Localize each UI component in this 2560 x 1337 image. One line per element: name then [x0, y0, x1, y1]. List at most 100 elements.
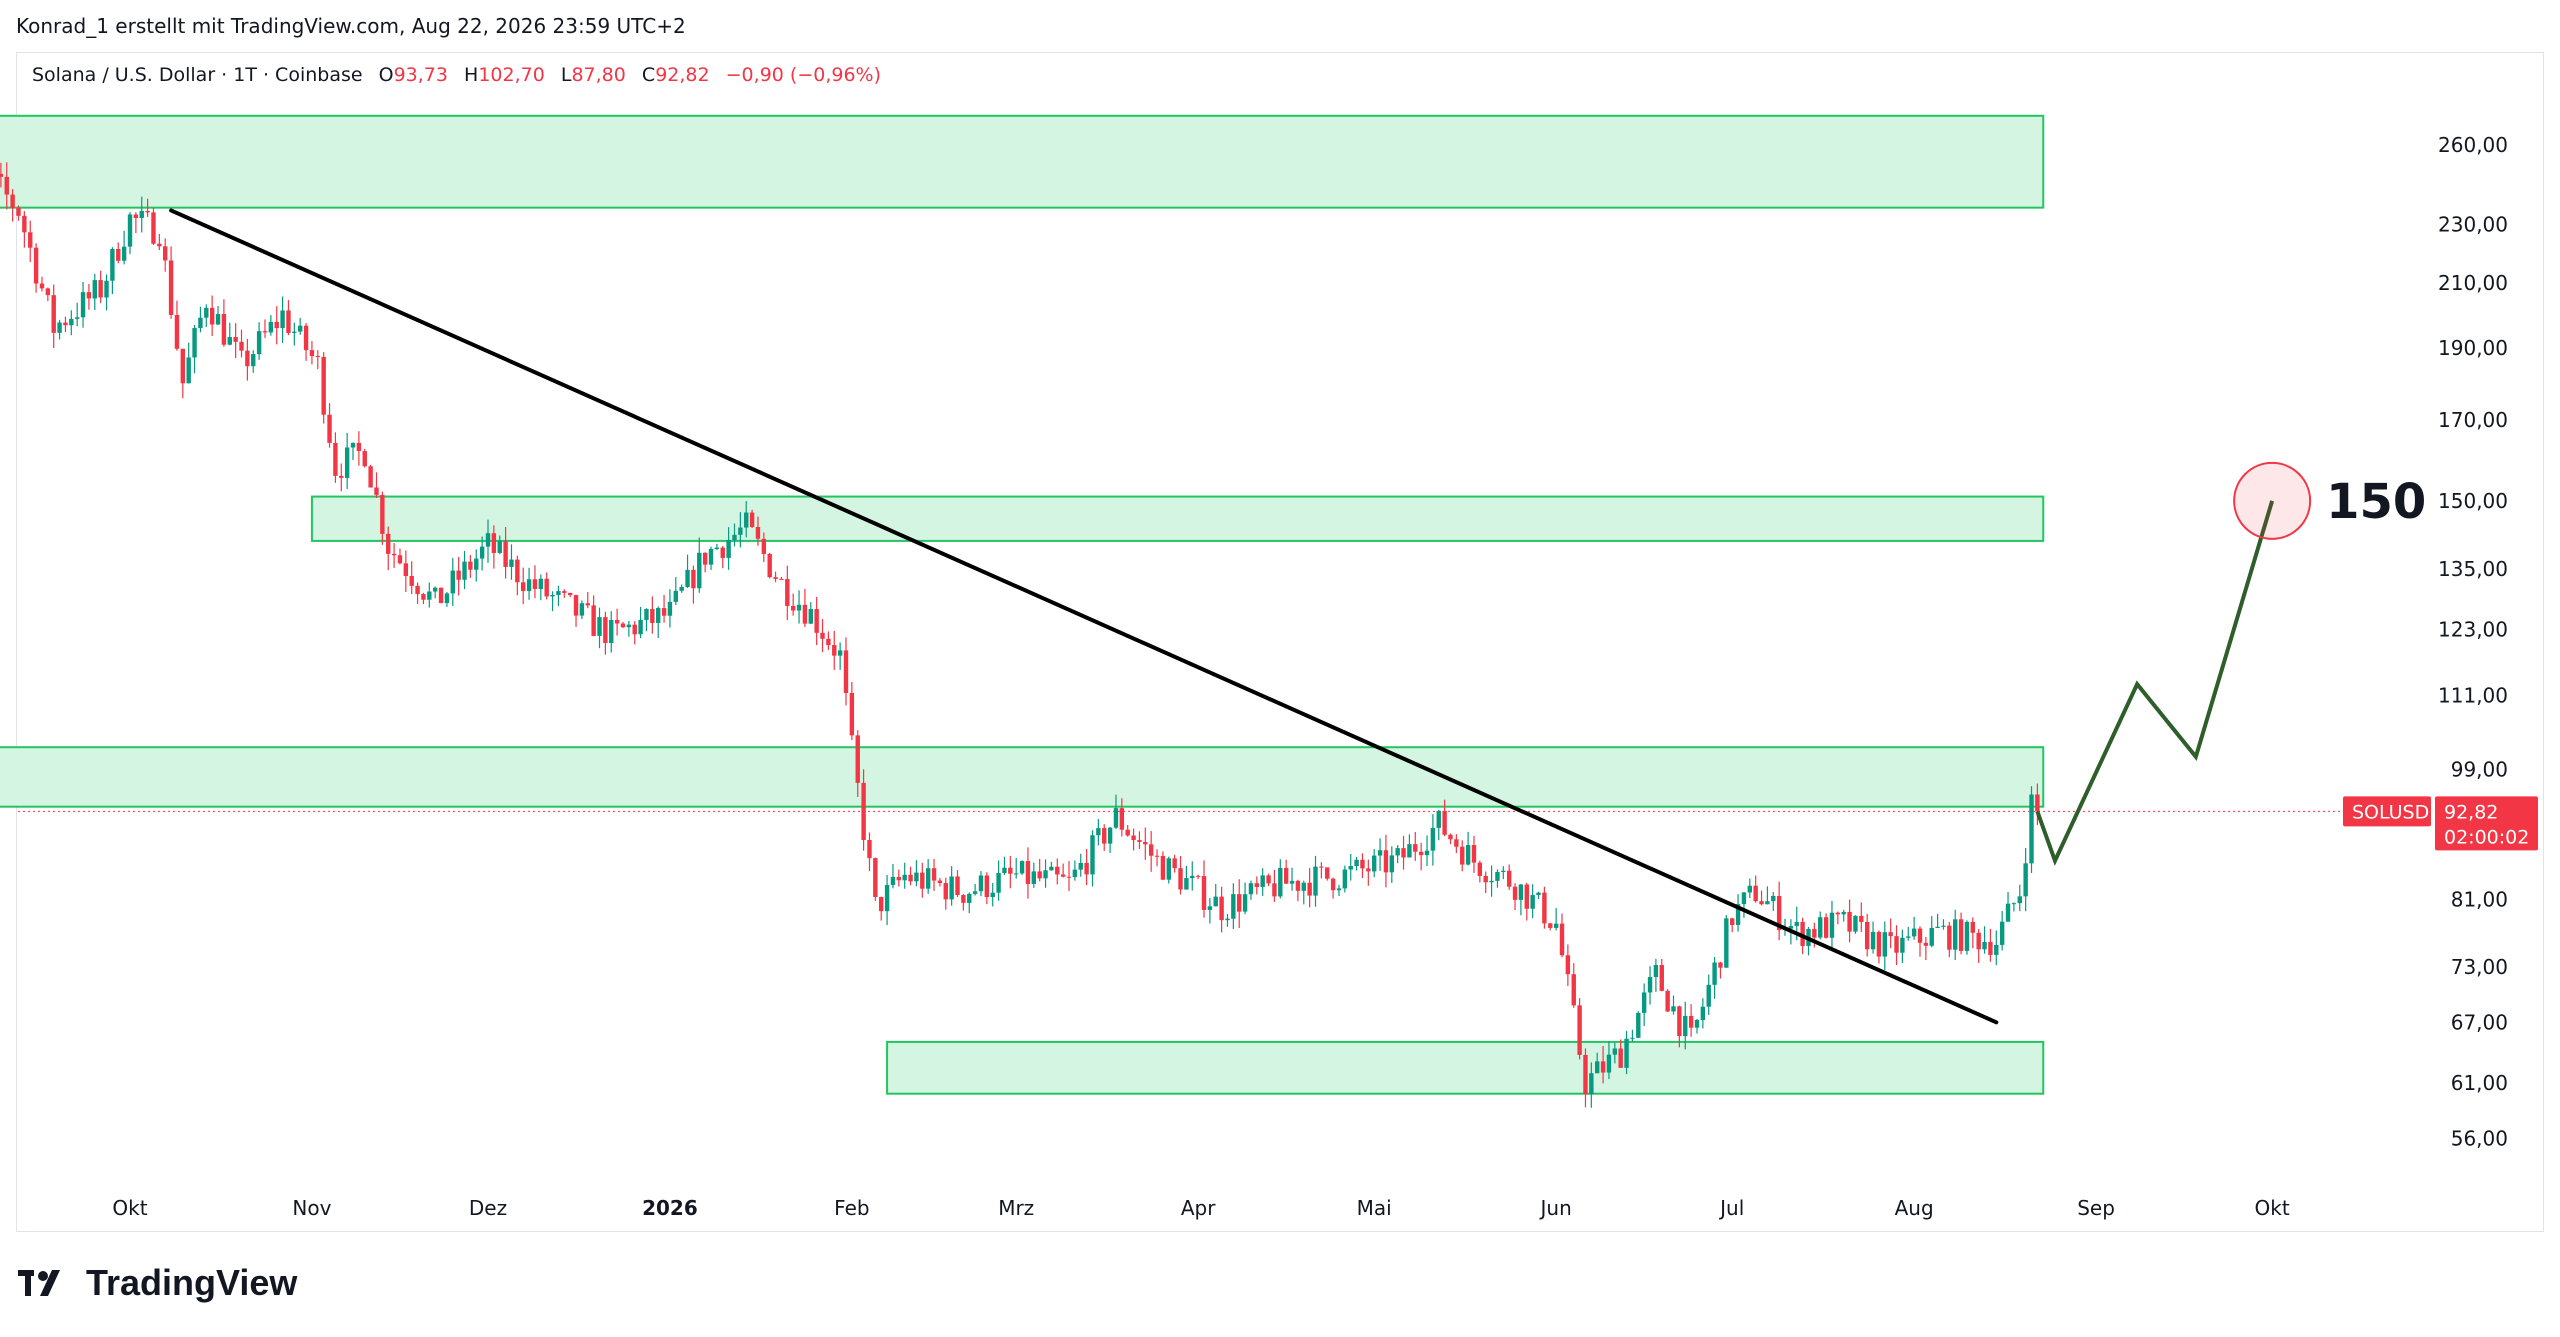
candle-body	[1166, 858, 1171, 880]
candle-body	[321, 356, 326, 415]
candle-body	[738, 527, 743, 535]
candle-body	[644, 609, 649, 620]
y-tick-label: 61,00	[2451, 1071, 2508, 1095]
candle-body	[121, 246, 127, 261]
candle-body	[1718, 962, 1723, 968]
candle-body	[444, 593, 450, 604]
x-tick-label: Mrz	[998, 1196, 1034, 1220]
candle-body	[1090, 835, 1095, 875]
candle-body	[4, 176, 9, 195]
candle-body	[773, 577, 778, 579]
candle-body	[28, 232, 33, 248]
projection-path	[2035, 500, 2275, 867]
candle-body	[479, 546, 485, 559]
candle-body	[1002, 867, 1007, 874]
candle-body	[920, 872, 925, 889]
candlestick-series	[0, 162, 2040, 1108]
y-tick-label: 111,00	[2438, 684, 2508, 708]
candle-body	[1330, 878, 1336, 891]
candle-body	[544, 578, 549, 597]
candle-body	[1688, 1015, 1694, 1028]
legend-high-value: 102,70	[478, 64, 545, 86]
candle-body	[192, 328, 197, 358]
y-tick-label: 67,00	[2451, 1010, 2508, 1034]
candle-body	[1389, 855, 1395, 873]
candle-body	[1589, 1073, 1594, 1095]
candle-body	[1518, 884, 1524, 900]
candle-body	[174, 314, 180, 349]
candle-body	[744, 512, 749, 528]
candle-body	[432, 587, 438, 592]
candle-body	[790, 605, 796, 611]
legend-close-value: 92,82	[655, 64, 710, 86]
candle-body	[855, 735, 860, 783]
candle-body	[2035, 794, 2040, 812]
candle-body	[996, 873, 1001, 893]
candle-body	[1659, 965, 1664, 991]
y-tick-label: 56,00	[2451, 1126, 2508, 1150]
zone-1	[310, 495, 2045, 542]
candle-body	[1501, 870, 1506, 872]
candle-body	[1225, 918, 1230, 921]
candle-body	[697, 552, 702, 589]
candle-body	[1941, 925, 1946, 927]
candle-body	[1113, 808, 1119, 828]
candle-body	[1536, 892, 1541, 896]
candle-body	[1336, 888, 1342, 891]
candle-body	[1172, 858, 1177, 869]
price-projection	[2035, 461, 2312, 867]
candle-body	[609, 619, 614, 643]
candle-body	[397, 555, 403, 564]
candle-body	[485, 533, 491, 547]
candle-body	[1471, 845, 1477, 863]
candle-body	[1137, 840, 1142, 842]
candle-body	[374, 487, 379, 495]
candle-body	[550, 594, 555, 597]
candle-body	[1524, 884, 1529, 909]
candle-body	[1096, 828, 1101, 836]
candle-body	[1741, 892, 1747, 905]
candle-body	[1759, 901, 1764, 905]
candle-body	[280, 310, 285, 329]
candle-body	[350, 442, 356, 448]
target-label: 150	[2326, 474, 2426, 530]
candle-body	[0, 173, 4, 177]
candle-body	[1313, 866, 1318, 896]
candle-body	[1976, 932, 1981, 950]
candle-body	[245, 350, 250, 367]
candle-body	[1395, 848, 1400, 856]
legend-open-value: 93,73	[393, 64, 448, 86]
y-tick-label: 210,00	[2438, 271, 2508, 295]
candle-body	[1565, 955, 1571, 975]
candle-body	[1178, 868, 1183, 890]
candle-body	[1929, 927, 1934, 946]
candle-body	[1354, 859, 1359, 867]
candle-body	[157, 243, 162, 247]
candle-body	[368, 466, 373, 488]
candle-body	[532, 579, 538, 589]
candle-body	[286, 310, 291, 333]
candle-body	[1213, 896, 1218, 907]
candle-body	[1201, 876, 1207, 910]
y-tick-label: 81,00	[2451, 888, 2508, 912]
candle-body	[339, 475, 344, 478]
candle-body	[685, 569, 690, 587]
candle-body	[204, 307, 209, 318]
chart-frame[interactable]	[16, 52, 2544, 1232]
candle-body	[1818, 917, 1823, 938]
candle-body	[1982, 941, 1987, 950]
candle-body	[421, 594, 426, 600]
candle-body	[1999, 921, 2005, 945]
candle-body	[1301, 882, 1306, 891]
candle-body	[145, 210, 150, 213]
candle-body	[626, 624, 632, 628]
candle-body	[890, 876, 896, 885]
candle-body	[961, 894, 966, 903]
tradingview-brand[interactable]: TradingView	[18, 1262, 297, 1304]
candle-body	[215, 314, 221, 325]
candle-body	[209, 307, 215, 325]
candle-body	[1119, 808, 1125, 830]
candle-body	[1542, 892, 1547, 924]
candle-body	[1771, 895, 1776, 902]
